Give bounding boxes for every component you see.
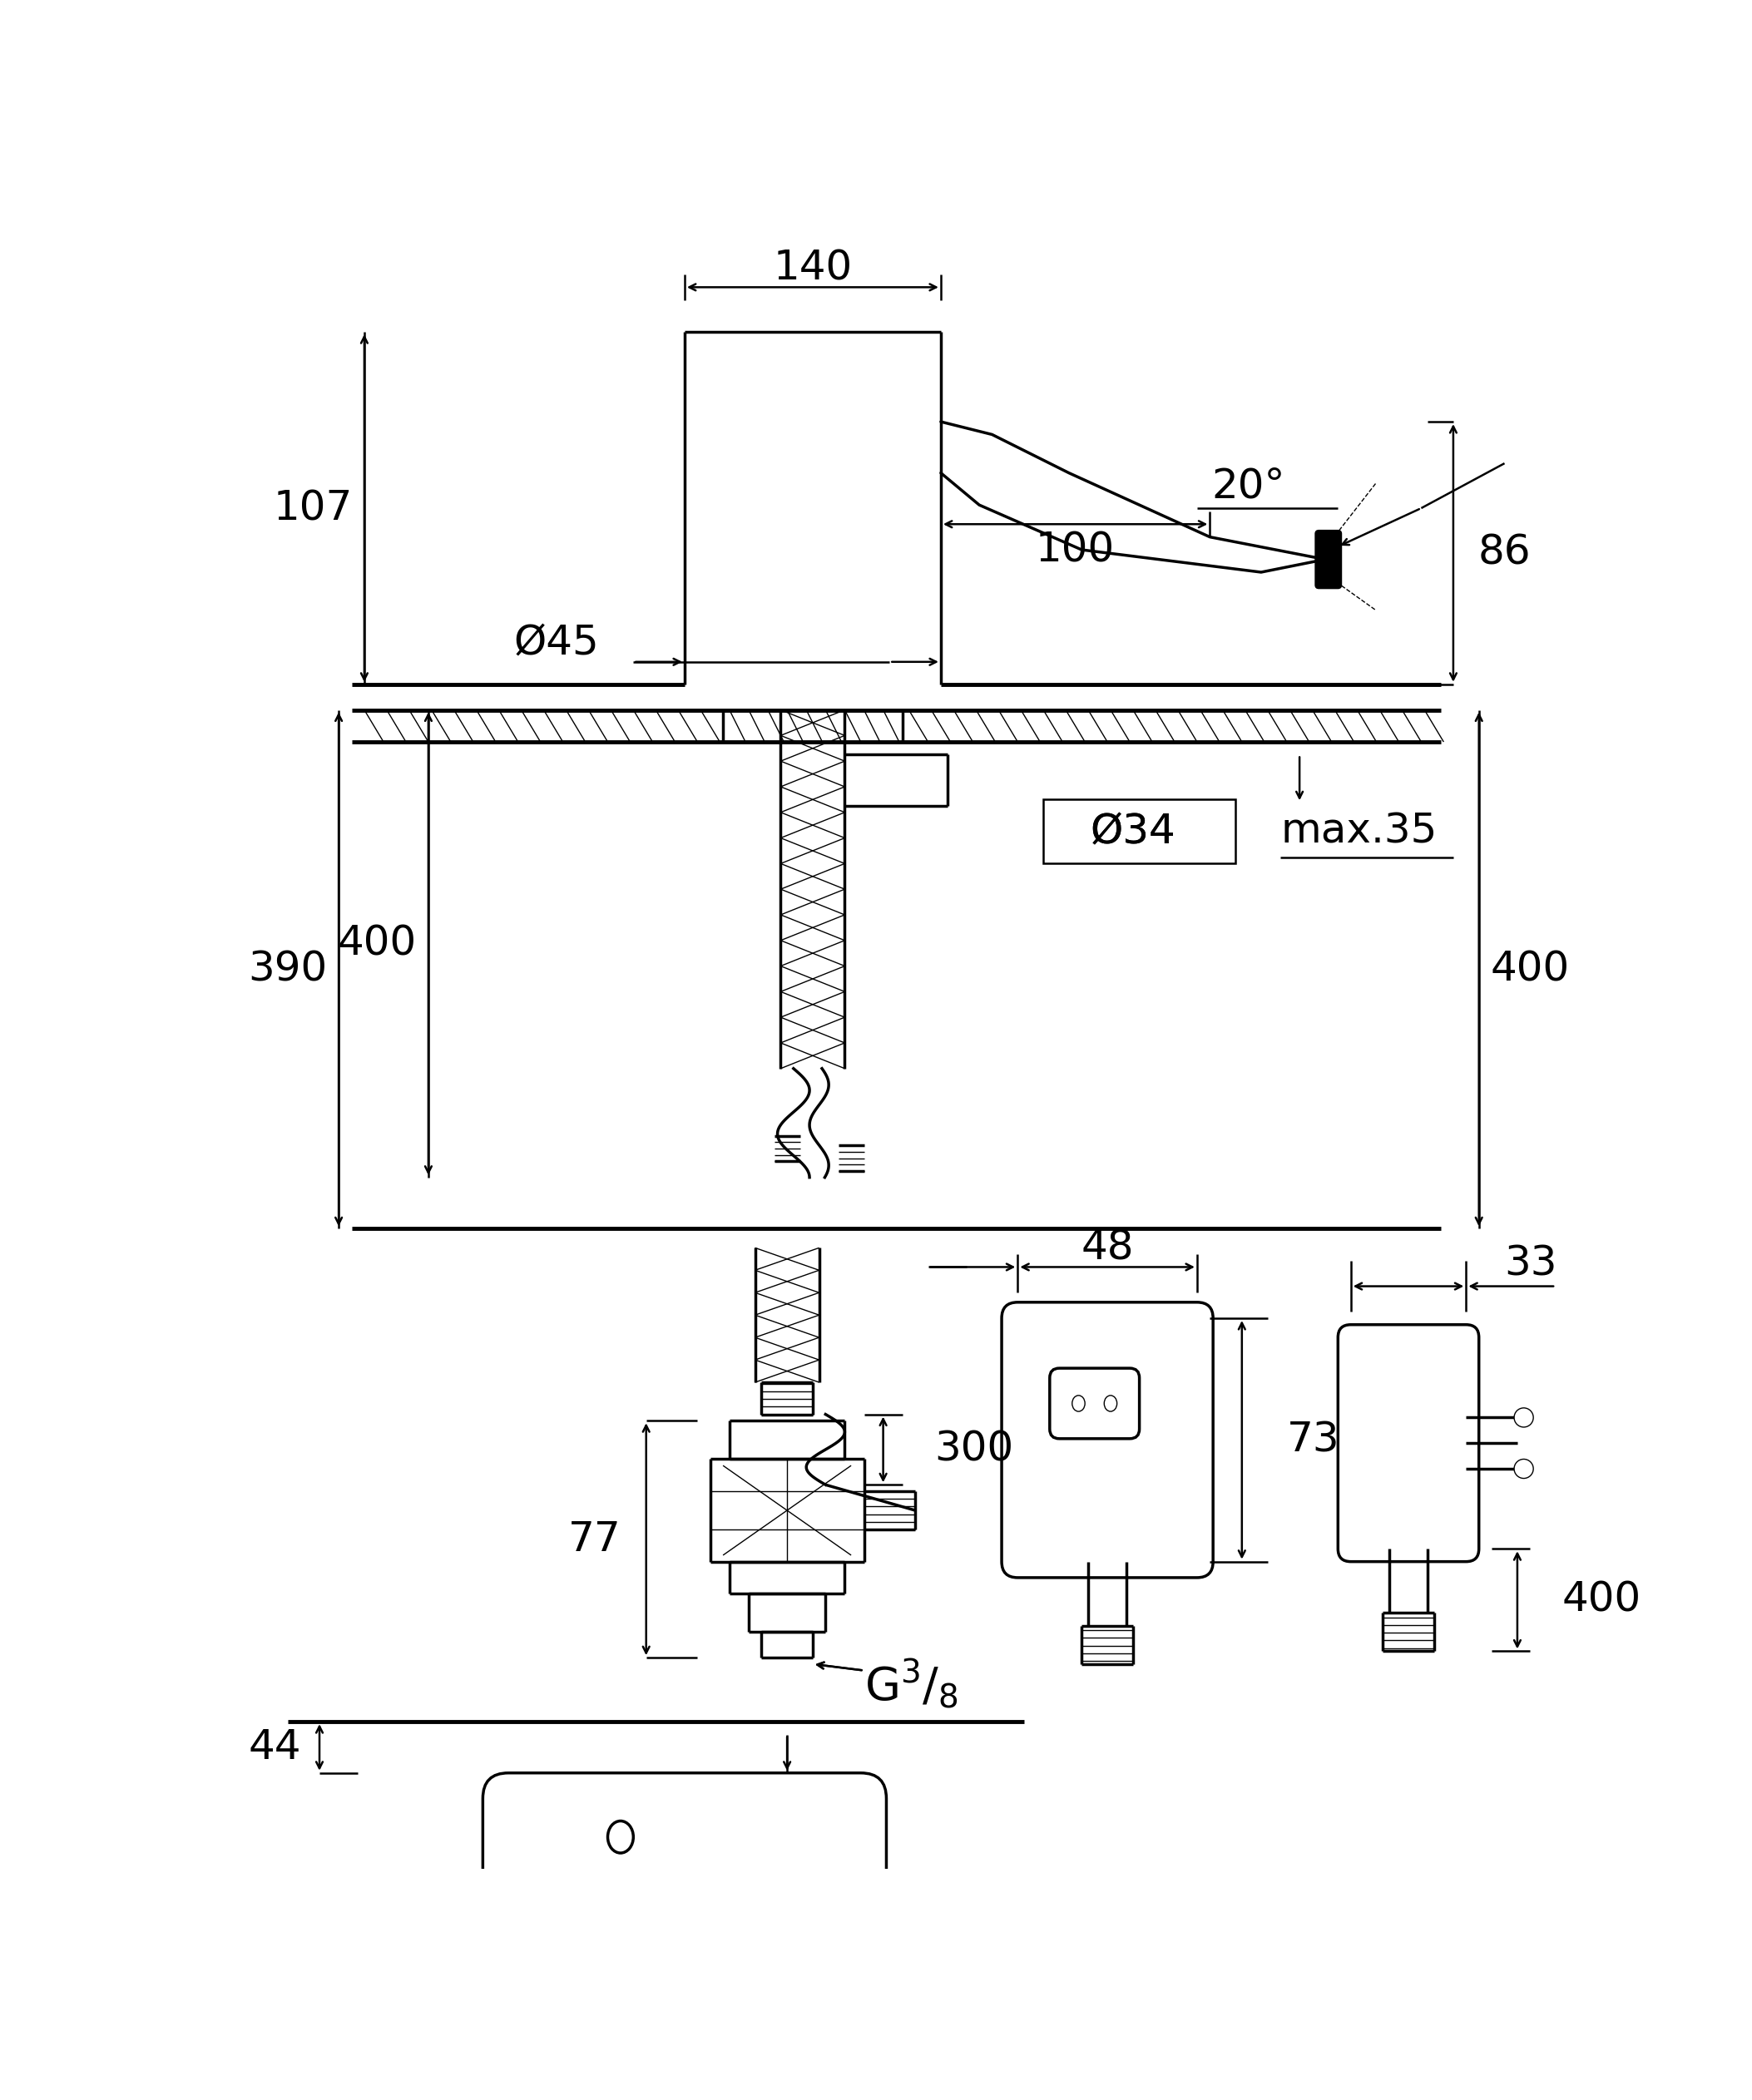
- FancyBboxPatch shape: [1002, 1302, 1212, 1577]
- Ellipse shape: [608, 1821, 632, 1852]
- Text: Ø45: Ø45: [513, 624, 599, 664]
- Text: 390: 390: [247, 949, 328, 989]
- Text: G$^3$/$_8$: G$^3$/$_8$: [864, 1657, 958, 1709]
- Text: 140: 140: [773, 248, 851, 288]
- Text: 33: 33: [1505, 1243, 1558, 1283]
- Text: 400: 400: [1491, 949, 1570, 989]
- Text: 400: 400: [1563, 1579, 1642, 1619]
- Text: max.35: max.35: [1281, 811, 1437, 850]
- Text: 73: 73: [1286, 1420, 1340, 1459]
- Text: Ø34: Ø34: [1090, 811, 1176, 850]
- FancyBboxPatch shape: [1049, 1369, 1139, 1438]
- Text: 300: 300: [934, 1430, 1014, 1470]
- Text: 44: 44: [249, 1728, 301, 1768]
- FancyBboxPatch shape: [1316, 531, 1342, 588]
- Text: Ø34: Ø34: [1090, 811, 1176, 850]
- Text: 107: 107: [273, 487, 352, 527]
- Circle shape: [1514, 1459, 1533, 1478]
- Circle shape: [1514, 1407, 1533, 1428]
- FancyBboxPatch shape: [1042, 800, 1235, 863]
- Text: 20°: 20°: [1211, 466, 1286, 506]
- Ellipse shape: [1104, 1394, 1118, 1411]
- Ellipse shape: [1072, 1394, 1084, 1411]
- Text: 48: 48: [1081, 1228, 1134, 1268]
- Text: 400: 400: [338, 924, 417, 964]
- Text: 100: 100: [1035, 529, 1114, 569]
- Text: 77: 77: [568, 1518, 622, 1558]
- FancyBboxPatch shape: [484, 1772, 887, 1900]
- FancyBboxPatch shape: [1339, 1325, 1479, 1562]
- Text: 86: 86: [1479, 533, 1531, 573]
